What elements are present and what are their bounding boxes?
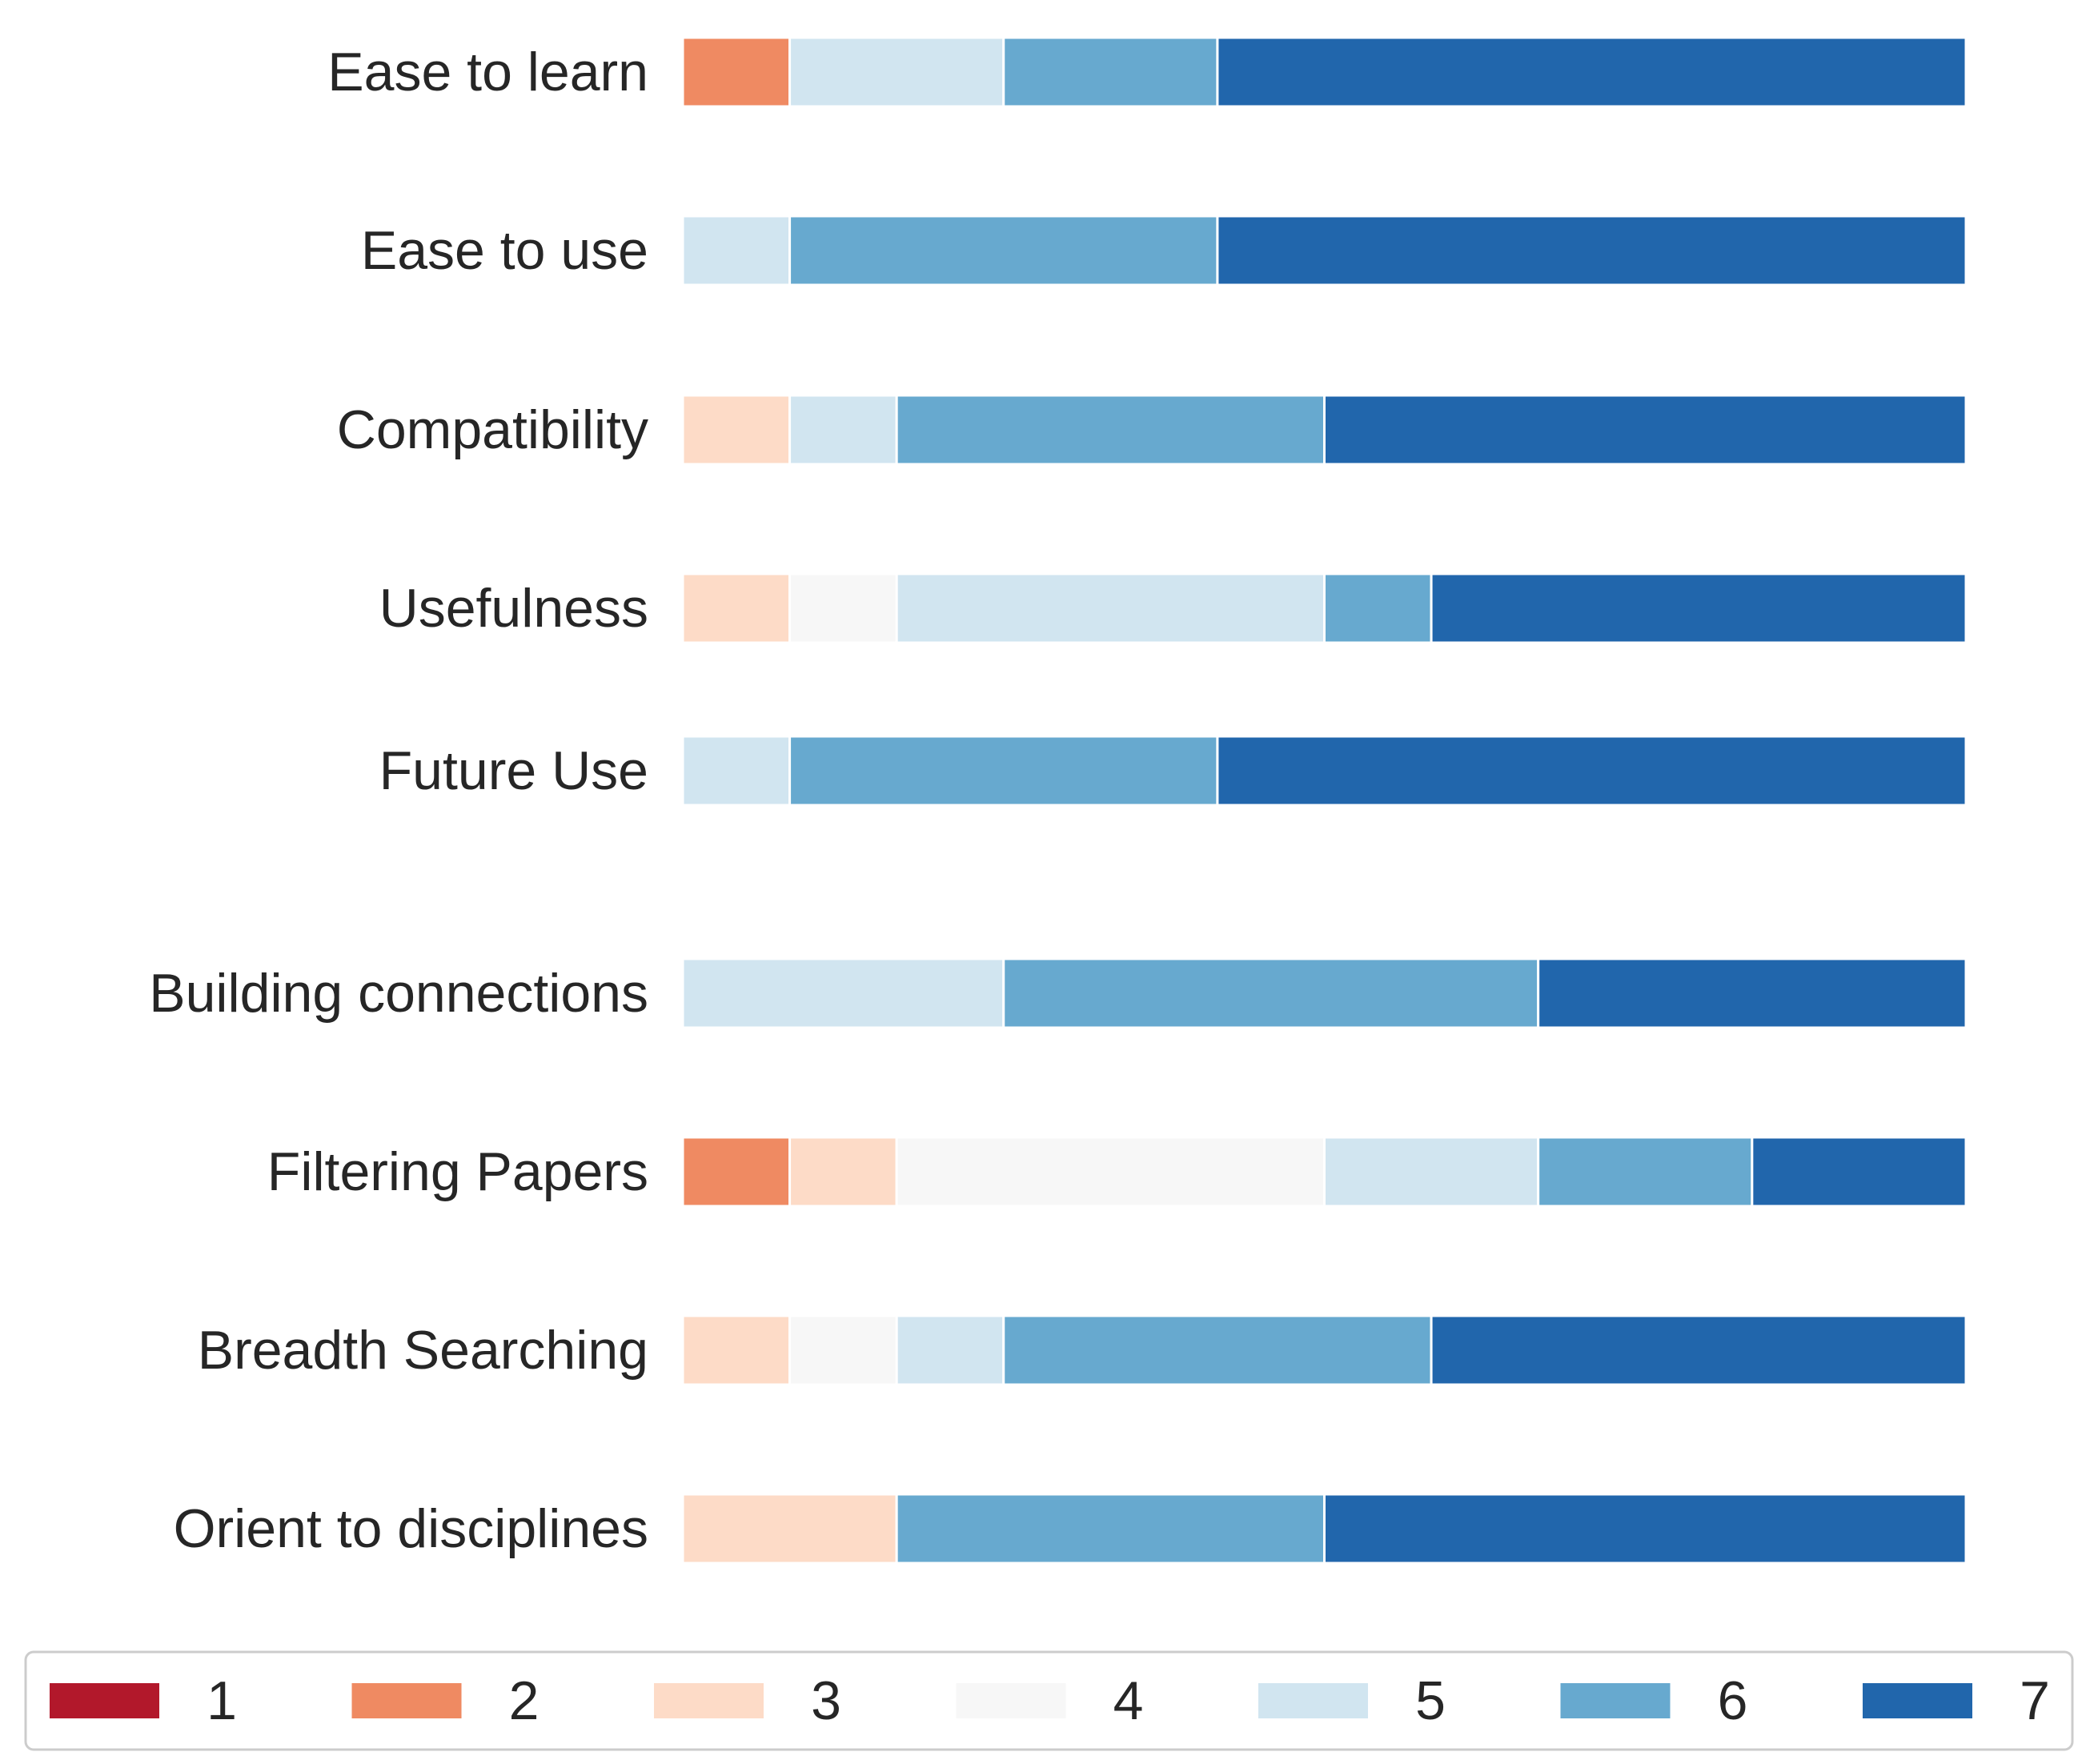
category-label: Usefulness [379,578,648,639]
bar-segment [1216,735,1968,807]
category-label: Ease to use [361,220,648,281]
bar-segment [681,735,792,807]
category-label: Ease to learn [327,42,648,102]
legend: 1 2 3 4 5 6 7 [24,1650,2074,1751]
bar-segment [788,1136,898,1208]
legend-label: 4 [1113,1670,1144,1731]
bar-segment [681,394,792,466]
bar-segment [895,572,1326,644]
bar-segment [1002,1314,1433,1386]
legend-swatch [1258,1683,1368,1718]
bar-segment [895,394,1326,466]
bar-segment [1002,36,1219,108]
legend-label: 2 [509,1670,540,1731]
legend-label: 6 [1718,1670,1748,1731]
category-labels: Ease to learn Ease to use Compatibility Use… [149,42,648,1559]
bar-segment [681,1136,792,1208]
bar-segment [681,957,1005,1029]
bar-segment [895,1493,1326,1565]
bar-segment [788,1314,898,1386]
bar-segment [681,36,792,108]
bar-segment [1323,394,1968,466]
bar-segment [1216,214,1968,287]
legend-swatch [654,1683,764,1718]
bar-segment [788,36,1005,108]
bar-segment [1430,572,1968,644]
legend-swatch [50,1683,159,1718]
bar-segment [681,214,792,287]
bars-group [681,36,1968,1565]
legend-label: 3 [811,1670,841,1731]
bar-segment [788,214,1219,287]
bar-segment [1323,572,1433,644]
legend-label: 1 [207,1670,237,1731]
category-label: Future Use [379,740,648,801]
bar-segment [681,572,792,644]
bar-segment [1751,1136,1968,1208]
bar-segment [1002,957,1540,1029]
bar-segment [681,1493,898,1565]
category-label: Breadth Searching [198,1320,648,1381]
legend-label: 5 [1415,1670,1446,1731]
bar-segment [895,1314,1005,1386]
bar-segment [788,735,1219,807]
bar-segment [1537,1136,1754,1208]
bar-segment [895,1136,1326,1208]
legend-swatch [956,1683,1066,1718]
legend-label: 7 [2020,1670,2050,1731]
bar-segment [1323,1493,1968,1565]
category-label: Orient to disciplines [174,1498,648,1559]
legend-swatch [351,1683,462,1718]
bar-segment [1537,957,1968,1029]
bar-segment [788,394,898,466]
bar-segment [681,1314,792,1386]
bar-segment [1430,1314,1968,1386]
bar-segment [1216,36,1968,108]
category-label: Filtering Papers [267,1141,648,1202]
legend-swatch [1863,1683,1972,1718]
legend-items: 1 2 3 4 5 6 7 [50,1670,2050,1731]
bar-segment [788,572,898,644]
category-label: Building connections [149,963,648,1024]
category-label: Compatibility [337,399,648,460]
legend-swatch [1560,1683,1671,1718]
bar-segment [1323,1136,1540,1208]
